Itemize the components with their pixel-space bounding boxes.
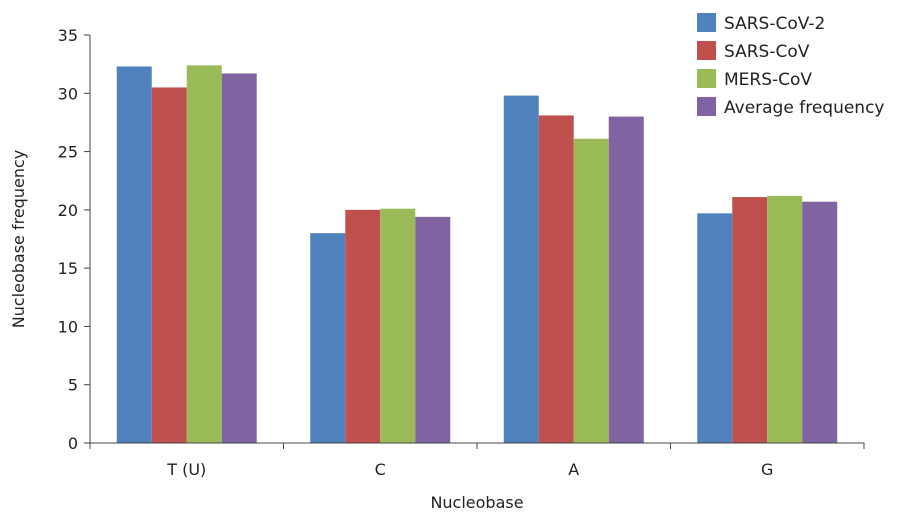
bar-average-frequency-0 [221,73,257,444]
bar-sars-cov-1 [345,209,381,443]
y-tick-label: 15 [58,259,78,278]
legend-label: Average frequency [724,98,884,118]
legend-label: SARS-CoV [724,42,810,62]
legend-swatch [697,13,716,32]
y-tick-label: 25 [58,143,78,162]
x-tick-label: A [568,460,579,479]
bar-sars-cov-0 [151,87,187,443]
legend-swatch [697,69,716,88]
bar-mers-cov-1 [380,208,416,443]
bar-sars-cov-2-1 [310,233,346,443]
bar-mers-cov-2 [573,138,609,443]
bar-average-frequency-2 [608,116,644,443]
legend-swatch [697,41,716,60]
bar-sars-cov-3 [732,197,768,443]
bar-sars-cov-2-0 [116,66,152,443]
bars [116,65,838,444]
x-tick-label: T (U) [166,460,206,479]
legend: SARS-CoV-2 SARS-CoV MERS-CoV Average freque… [697,13,884,118]
bar-sars-cov-2-3 [697,213,733,443]
y-tick-label: 30 [58,84,78,103]
bar-mers-cov-0 [186,65,222,444]
y-tick-label: 5 [68,376,78,395]
x-tick-label: C [375,460,386,479]
x-axis-title: Nucleobase [430,493,523,512]
bar-sars-cov-2 [538,115,574,443]
bar-mers-cov-3 [767,195,803,443]
x-tick-label: G [761,460,773,479]
y-tick-label: 0 [68,434,78,453]
y-axis: 0 5 10 15 20 25 30 35 [58,26,91,453]
y-axis-title: Nucleobase frequency [9,150,28,328]
legend-label: SARS-CoV-2 [724,14,825,34]
y-tick-label: 35 [58,26,78,45]
bar-sars-cov-2-2 [503,95,539,444]
legend-swatch [697,97,716,116]
bar-average-frequency-3 [802,201,838,443]
y-tick-label: 10 [58,317,78,336]
bar-average-frequency-1 [415,216,451,443]
y-tick-label: 20 [58,201,78,220]
x-axis: T (U) C A G [89,442,865,479]
legend-label: MERS-CoV [724,70,812,90]
